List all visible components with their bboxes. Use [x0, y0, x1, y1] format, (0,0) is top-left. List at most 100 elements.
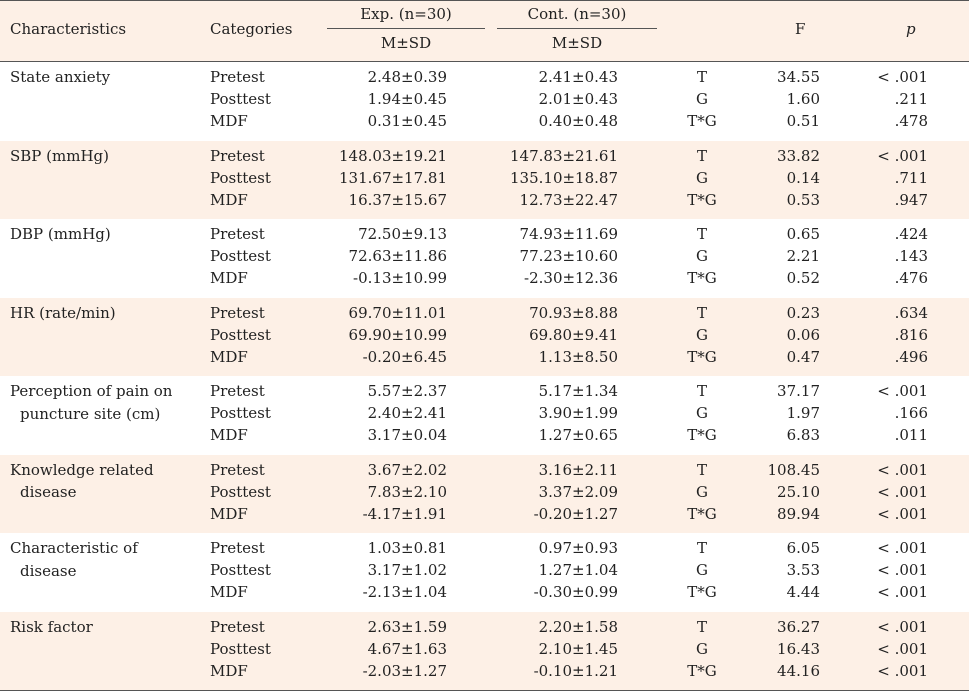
p-value-cell: .011 — [860, 424, 928, 446]
effect-cell: G — [670, 638, 734, 660]
exp-value-cell: 148.03±19.21 — [330, 145, 447, 167]
characteristic-line1: HR (rate/min) — [10, 304, 116, 322]
category-cell: Posttest — [210, 167, 271, 189]
effect-cell: T — [670, 302, 734, 324]
effect-cell: T — [670, 537, 734, 559]
header-p: p — [906, 20, 916, 38]
header-exp: Exp. (n=30) — [327, 5, 485, 23]
effect-cell: T — [670, 459, 734, 481]
category-cell: MDF — [210, 267, 248, 289]
f-value-cell: 44.16 — [740, 660, 820, 682]
category-cell: Posttest — [210, 245, 271, 267]
p-value-cell: < .001 — [860, 581, 928, 603]
cont-value-cell: -2.30±12.36 — [500, 267, 618, 289]
exp-value-cell: 3.67±2.02 — [330, 459, 447, 481]
p-value-cell: < .001 — [860, 145, 928, 167]
cont-value-cell: 1.13±8.50 — [500, 346, 618, 368]
characteristic-line1: Risk factor — [10, 618, 93, 636]
header-f: F — [795, 20, 805, 38]
cont-value-cell: 2.01±0.43 — [500, 88, 618, 110]
characteristic-label: State anxiety — [10, 66, 200, 89]
f-value-cell: 0.52 — [740, 267, 820, 289]
exp-value-cell: -4.17±1.91 — [330, 503, 447, 525]
exp-underline — [327, 28, 485, 29]
cont-value-cell: 74.93±11.69 — [500, 223, 618, 245]
exp-value-cell: 72.63±11.86 — [330, 245, 447, 267]
category-cell: MDF — [210, 110, 248, 132]
cont-value-cell: -0.20±1.27 — [500, 503, 618, 525]
exp-value-cell: 3.17±0.04 — [330, 424, 447, 446]
f-value-cell: 0.06 — [740, 324, 820, 346]
f-value-cell: 1.97 — [740, 402, 820, 424]
p-value-cell: .634 — [860, 302, 928, 324]
p-value-cell: < .001 — [860, 503, 928, 525]
exp-value-cell: 1.03±0.81 — [330, 537, 447, 559]
effect-cell: T*G — [670, 189, 734, 211]
cont-value-cell: 135.10±18.87 — [500, 167, 618, 189]
f-value-cell: 37.17 — [740, 380, 820, 402]
characteristic-line1: SBP (mmHg) — [10, 147, 109, 165]
exp-value-cell: -2.13±1.04 — [330, 581, 447, 603]
p-value-cell: .166 — [860, 402, 928, 424]
exp-value-cell: 16.37±15.67 — [330, 189, 447, 211]
cont-value-cell: 12.73±22.47 — [500, 189, 618, 211]
characteristic-line1: State anxiety — [10, 68, 110, 86]
exp-value-cell: 3.17±1.02 — [330, 559, 447, 581]
characteristic-line2: puncture site (cm) — [10, 403, 200, 426]
f-value-cell: 89.94 — [740, 503, 820, 525]
exp-value-cell: -2.03±1.27 — [330, 660, 447, 682]
characteristic-label: DBP (mmHg) — [10, 223, 200, 246]
p-value-cell: < .001 — [860, 537, 928, 559]
cont-value-cell: -0.30±0.99 — [500, 581, 618, 603]
cont-value-cell: 3.90±1.99 — [500, 402, 618, 424]
effect-cell: G — [670, 402, 734, 424]
f-value-cell: 0.14 — [740, 167, 820, 189]
p-value-cell: .711 — [860, 167, 928, 189]
category-cell: Pretest — [210, 302, 265, 324]
p-value-cell: .211 — [860, 88, 928, 110]
effect-cell: T*G — [670, 110, 734, 132]
effect-cell: T*G — [670, 346, 734, 368]
header-msd-exp: M±SD — [327, 34, 485, 52]
p-value-cell: .476 — [860, 267, 928, 289]
exp-value-cell: 2.40±2.41 — [330, 402, 447, 424]
effect-cell: T*G — [670, 503, 734, 525]
exp-value-cell: 72.50±9.13 — [330, 223, 447, 245]
f-value-cell: 0.47 — [740, 346, 820, 368]
category-cell: MDF — [210, 581, 248, 603]
exp-value-cell: 2.48±0.39 — [330, 66, 447, 88]
p-value-cell: < .001 — [860, 66, 928, 88]
exp-value-cell: 5.57±2.37 — [330, 380, 447, 402]
header-characteristics: Characteristics — [10, 20, 126, 38]
header-cont: Cont. (n=30) — [497, 5, 657, 23]
category-cell: MDF — [210, 660, 248, 682]
f-value-cell: 1.60 — [740, 88, 820, 110]
f-value-cell: 34.55 — [740, 66, 820, 88]
f-value-cell: 0.53 — [740, 189, 820, 211]
category-cell: Posttest — [210, 638, 271, 660]
effect-cell: G — [670, 88, 734, 110]
p-value-cell: .478 — [860, 110, 928, 132]
effect-cell: T — [670, 380, 734, 402]
p-value-cell: .816 — [860, 324, 928, 346]
effect-cell: T*G — [670, 424, 734, 446]
p-value-cell: < .001 — [860, 616, 928, 638]
effect-cell: T*G — [670, 267, 734, 289]
category-cell: Pretest — [210, 459, 265, 481]
p-value-cell: < .001 — [860, 459, 928, 481]
characteristic-line1: DBP (mmHg) — [10, 225, 111, 243]
category-cell: Posttest — [210, 324, 271, 346]
category-cell: MDF — [210, 189, 248, 211]
effect-cell: G — [670, 245, 734, 267]
p-value-cell: .143 — [860, 245, 928, 267]
f-value-cell: 25.10 — [740, 481, 820, 503]
f-value-cell: 36.27 — [740, 616, 820, 638]
exp-value-cell: 1.94±0.45 — [330, 88, 447, 110]
category-cell: Posttest — [210, 559, 271, 581]
p-value-cell: .424 — [860, 223, 928, 245]
